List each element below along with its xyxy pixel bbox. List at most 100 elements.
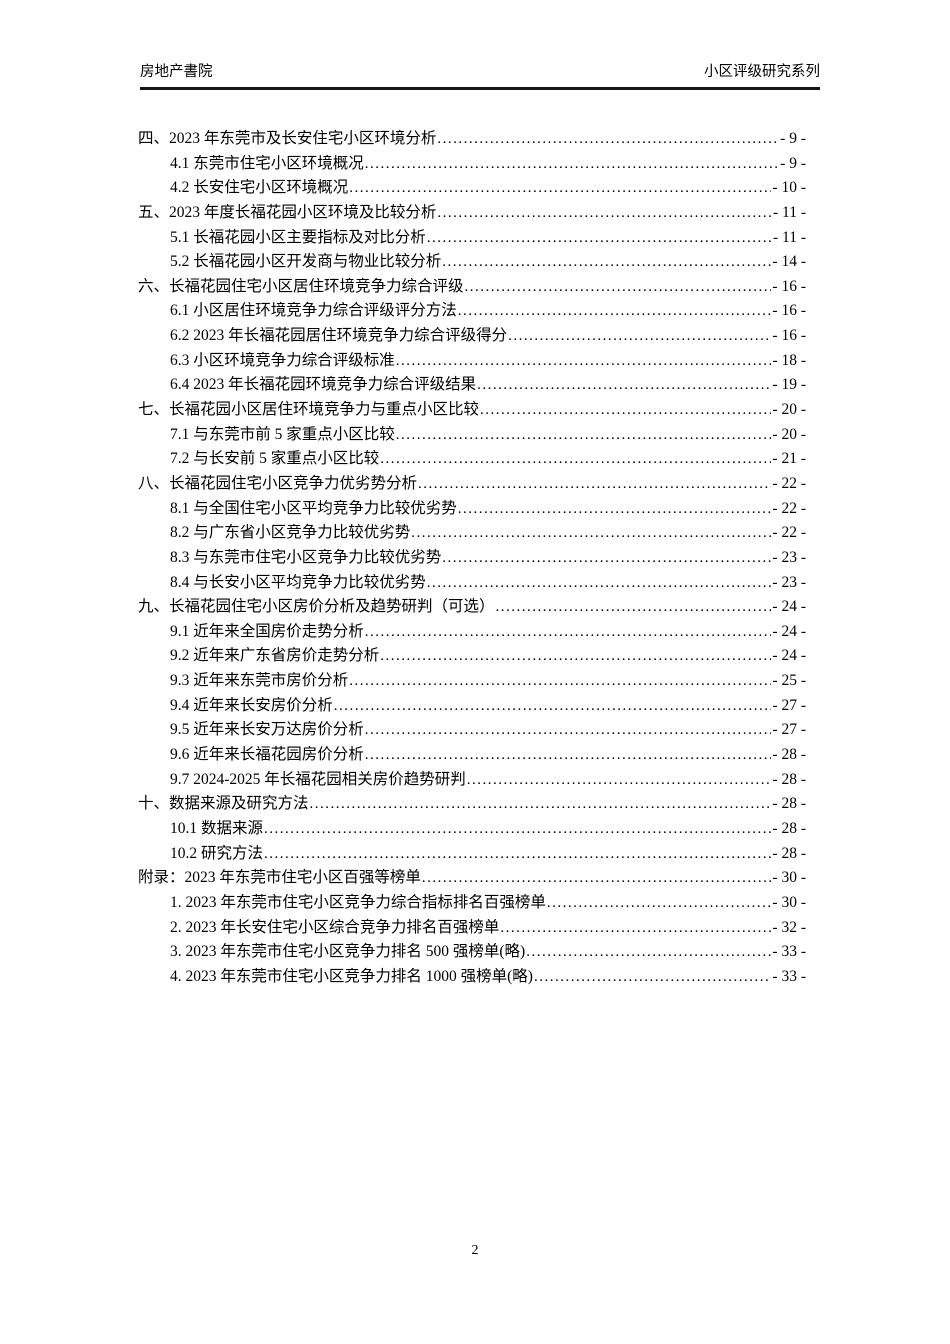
toc-entry-title: 八、长福花园住宅小区竞争力优劣势分析 bbox=[138, 474, 418, 492]
toc-leader-dots: ........................................… bbox=[395, 352, 772, 369]
toc-leader-dots: ........................................… bbox=[426, 229, 772, 246]
toc-page-number: - 30 - bbox=[772, 869, 806, 887]
toc-page-number: - 33 - bbox=[772, 943, 806, 961]
toc-entry-title: 七、长福花园小区居住环境竞争力与重点小区比较 bbox=[138, 401, 480, 419]
toc-leader-dots: ........................................… bbox=[411, 525, 771, 542]
toc-entry[interactable]: 4.1 东莞市住宅小区环境概况.........................… bbox=[138, 151, 806, 176]
toc-entry[interactable]: 9.4 近年来长安房价分析...........................… bbox=[138, 693, 806, 718]
toc-entry-title: 6.3 小区环境竞争力综合评级标准 bbox=[170, 351, 395, 369]
toc-entry-title: 8.4 与长安小区平均竞争力比较优劣势 bbox=[170, 573, 426, 591]
toc-entry[interactable]: 五、2023 年度长福花园小区环境及比较分析..................… bbox=[138, 200, 806, 225]
toc-page-number: - 20 - bbox=[772, 425, 806, 443]
toc-entry[interactable]: 四、2023 年东莞市及长安住宅小区环境分析..................… bbox=[138, 126, 806, 151]
toc-entry[interactable]: 十、数据来源及研究方法.............................… bbox=[138, 791, 806, 816]
toc-entry-title: 7.2 与长安前 5 家重点小区比较 bbox=[170, 450, 380, 468]
toc-leader-dots: ........................................… bbox=[437, 131, 779, 147]
toc-leader-dots: ........................................… bbox=[457, 500, 772, 517]
toc-leader-dots: ........................................… bbox=[477, 377, 772, 394]
toc-leader-dots: ........................................… bbox=[508, 328, 772, 345]
toc-entry[interactable]: 9.2 近年来广东省房价走势分析........................… bbox=[138, 643, 806, 668]
toc-entry-title: 10.1 数据来源 bbox=[170, 819, 264, 837]
header-right-text: 小区评级研究系列 bbox=[704, 64, 820, 80]
toc-entry[interactable]: 9.3 近年来东莞市房价分析..........................… bbox=[138, 668, 806, 693]
toc-entry-title: 4.1 东莞市住宅小区环境概况 bbox=[170, 154, 364, 172]
toc-leader-dots: ........................................… bbox=[466, 771, 772, 788]
toc-entry-title: 3. 2023 年东莞市住宅小区竞争力排名 500 强榜单(略) bbox=[170, 943, 526, 961]
toc-page-number: - 22 - bbox=[772, 524, 806, 542]
toc-entry-title: 9.4 近年来长安房价分析 bbox=[170, 696, 333, 714]
toc-entry-title: 2. 2023 年长安住宅小区综合竞争力排名百强榜单 bbox=[170, 918, 500, 936]
toc-entry[interactable]: 5.1 长福花园小区主要指标及对比分析.....................… bbox=[138, 225, 806, 250]
toc-page-number: - 28 - bbox=[772, 844, 806, 862]
toc-page-number: - 9 - bbox=[780, 130, 806, 147]
toc-entry[interactable]: 5.2 长福花园小区开发商与物业比较分析....................… bbox=[138, 249, 806, 274]
toc-entry[interactable]: 4.2 长安住宅小区环境概况..........................… bbox=[138, 175, 806, 200]
toc-page-number: - 14 - bbox=[772, 253, 806, 271]
toc-entry-title: 7.1 与东莞市前 5 家重点小区比较 bbox=[170, 425, 395, 443]
table-of-contents: 四、2023 年东莞市及长安住宅小区环境分析..................… bbox=[138, 126, 806, 988]
toc-entry[interactable]: 10.1 数据来源...............................… bbox=[138, 816, 806, 841]
toc-entry[interactable]: 10.2 研究方法...............................… bbox=[138, 841, 806, 866]
toc-page-number: - 11 - bbox=[773, 228, 806, 246]
toc-page-number: - 28 - bbox=[772, 746, 806, 764]
toc-entry-title: 6.4 2023 年长福花园环境竞争力综合评级结果 bbox=[170, 376, 477, 394]
toc-entry[interactable]: 1. 2023 年东莞市住宅小区竞争力综合指标排名百强榜单...........… bbox=[138, 890, 806, 915]
toc-leader-dots: ........................................… bbox=[533, 968, 771, 985]
toc-entry[interactable]: 8.3 与东莞市住宅小区竞争力比较优劣势....................… bbox=[138, 545, 806, 570]
toc-entry[interactable]: 七、长福花园小区居住环境竞争力与重点小区比较..................… bbox=[138, 397, 806, 422]
toc-entry[interactable]: 8.2 与广东省小区竞争力比较优劣势......................… bbox=[138, 520, 806, 545]
toc-entry-title: 8.2 与广东省小区竞争力比较优劣势 bbox=[170, 524, 411, 542]
toc-entry[interactable]: 附录：2023 年东莞市住宅小区百强等榜单...................… bbox=[138, 865, 806, 890]
toc-leader-dots: ........................................… bbox=[264, 820, 771, 837]
toc-entry-title: 8.1 与全国住宅小区平均竞争力比较优劣势 bbox=[170, 499, 457, 517]
toc-entry-title: 5.1 长福花园小区主要指标及对比分析 bbox=[170, 228, 426, 246]
toc-entry-title: 4.2 长安住宅小区环境概况 bbox=[170, 179, 349, 197]
page-footer: 2 bbox=[0, 1243, 950, 1259]
toc-page-number: - 16 - bbox=[772, 327, 806, 345]
toc-entry[interactable]: 6.4 2023 年长福花园环境竞争力综合评级结果...............… bbox=[138, 372, 806, 397]
toc-page-number: - 30 - bbox=[772, 893, 806, 911]
toc-page-number: - 28 - bbox=[772, 795, 806, 813]
toc-leader-dots: ........................................… bbox=[264, 845, 771, 862]
toc-entry[interactable]: 6.2 2023 年长福花园居住环境竞争力综合评级得分.............… bbox=[138, 323, 806, 348]
toc-leader-dots: ........................................… bbox=[418, 475, 772, 492]
toc-entry[interactable]: 9.5 近年来长安万达房价分析.........................… bbox=[138, 717, 806, 742]
toc-leader-dots: ........................................… bbox=[364, 722, 772, 739]
toc-entry[interactable]: 八、长福花园住宅小区竞争力优劣势分析......................… bbox=[138, 471, 806, 496]
header-left-text: 房地产書院 bbox=[140, 64, 213, 80]
toc-leader-dots: ........................................… bbox=[333, 697, 772, 714]
toc-leader-dots: ........................................… bbox=[364, 155, 780, 172]
toc-entry-title: 5.2 长福花园小区开发商与物业比较分析 bbox=[170, 253, 442, 271]
toc-entry[interactable]: 7.2 与长安前 5 家重点小区比较......................… bbox=[138, 446, 806, 471]
toc-entry[interactable]: 3. 2023 年东莞市住宅小区竞争力排名 500 强榜单(略)........… bbox=[138, 939, 806, 964]
toc-entry[interactable]: 8.4 与长安小区平均竞争力比较优劣势.....................… bbox=[138, 570, 806, 595]
toc-page-number: - 10 - bbox=[772, 179, 806, 197]
toc-entry-title: 8.3 与东莞市住宅小区竞争力比较优劣势 bbox=[170, 548, 442, 566]
toc-entry[interactable]: 九、长福花园住宅小区房价分析及趋势研判（可选）.................… bbox=[138, 594, 806, 619]
toc-page-number: - 22 - bbox=[772, 499, 806, 517]
toc-leader-dots: ........................................… bbox=[349, 673, 772, 690]
toc-page-number: - 21 - bbox=[772, 450, 806, 468]
toc-page-number: - 16 - bbox=[772, 277, 806, 295]
toc-entry[interactable]: 6.3 小区环境竞争力综合评级标准.......................… bbox=[138, 348, 806, 373]
toc-page-number: - 24 - bbox=[772, 647, 806, 665]
toc-entry[interactable]: 9.1 近年来全国房价走势分析.........................… bbox=[138, 619, 806, 644]
toc-page-number: - 23 - bbox=[772, 573, 806, 591]
toc-page-number: - 24 - bbox=[772, 598, 806, 616]
toc-entry[interactable]: 2. 2023 年长安住宅小区综合竞争力排名百强榜单..............… bbox=[138, 915, 806, 940]
toc-entry[interactable]: 8.1 与全国住宅小区平均竞争力比较优劣势...................… bbox=[138, 496, 806, 521]
toc-leader-dots: ........................................… bbox=[380, 648, 772, 665]
toc-leader-dots: ........................................… bbox=[426, 574, 772, 591]
toc-page-number: - 22 - bbox=[772, 474, 806, 492]
toc-entry-title: 9.7 2024-2025 年长福花园相关房价趋势研判 bbox=[170, 770, 466, 788]
toc-entry-title: 9.6 近年来长福花园房价分析 bbox=[170, 746, 364, 764]
toc-entry[interactable]: 7.1 与东莞市前 5 家重点小区比较.....................… bbox=[138, 422, 806, 447]
toc-entry[interactable]: 4. 2023 年东莞市住宅小区竞争力排名 1000 强榜单(略).......… bbox=[138, 964, 806, 989]
toc-entry[interactable]: 六、长福花园住宅小区居住环境竞争力综合评级...................… bbox=[138, 274, 806, 299]
toc-entry[interactable]: 9.7 2024-2025 年长福花园相关房价趋势研判.............… bbox=[138, 767, 806, 792]
toc-entry[interactable]: 6.1 小区居住环境竞争力综合评级评分方法...................… bbox=[138, 298, 806, 323]
toc-page-number: - 27 - bbox=[772, 721, 806, 739]
toc-entry-title: 六、长福花园住宅小区居住环境竞争力综合评级 bbox=[138, 277, 464, 295]
toc-entry[interactable]: 9.6 近年来长福花园房价分析.........................… bbox=[138, 742, 806, 767]
